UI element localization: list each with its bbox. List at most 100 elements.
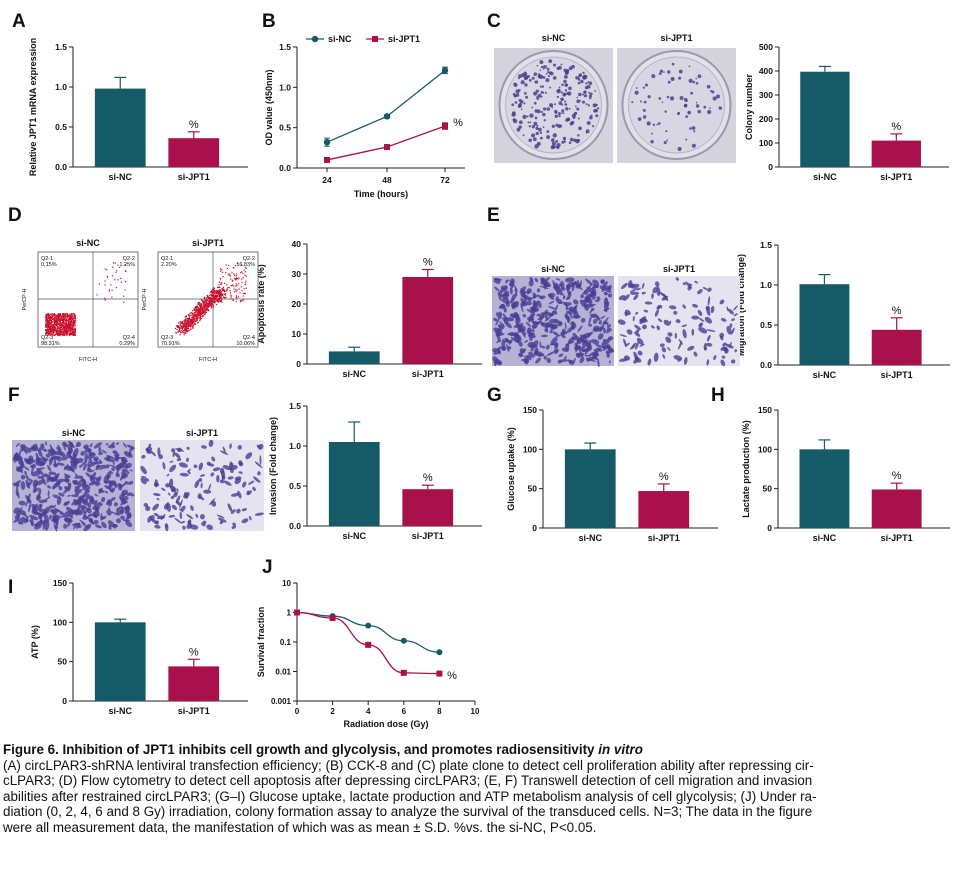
stained-cell <box>97 501 103 507</box>
flow-event <box>192 327 194 329</box>
flow-event <box>228 274 230 277</box>
flow-event <box>48 317 50 319</box>
stained-cell <box>176 447 182 452</box>
flow-event <box>213 288 216 290</box>
flow-event <box>203 313 205 315</box>
flow-event <box>217 295 219 297</box>
colony-dot <box>706 84 711 89</box>
flow-event <box>192 323 194 325</box>
stained-cell <box>150 518 159 525</box>
stained-cell <box>47 449 54 457</box>
significance-mark-H: % <box>892 470 902 482</box>
flow-event <box>201 299 203 301</box>
y-tick-label-E: 0.0 <box>760 360 772 370</box>
flow-event <box>106 276 108 278</box>
stained-cell <box>208 439 214 447</box>
flow-event <box>208 296 210 298</box>
y-tick-label-A: 0.0 <box>55 162 67 172</box>
flow-event <box>71 324 73 326</box>
stained-cell <box>25 459 36 464</box>
flow-event <box>199 315 201 317</box>
flow-event <box>124 289 126 291</box>
stained-cell <box>545 344 550 350</box>
stained-cell <box>85 493 91 501</box>
bar-si-JPT1-G <box>638 491 690 528</box>
flow-event <box>53 326 55 328</box>
flow-event <box>60 326 63 328</box>
flow-event <box>199 304 201 307</box>
stained-cell <box>597 358 600 368</box>
stained-cell <box>170 495 175 500</box>
stained-cell <box>579 336 585 342</box>
flow-event <box>201 307 203 310</box>
stained-cell <box>105 442 109 446</box>
flow-event <box>182 330 184 332</box>
stained-cell <box>629 291 640 295</box>
flow-event <box>61 318 63 321</box>
flow-event <box>49 320 51 322</box>
flow-event <box>218 286 220 288</box>
flow-event <box>191 320 193 322</box>
flow-event <box>67 314 70 316</box>
stained-cell <box>661 347 667 353</box>
flow-event <box>197 309 200 311</box>
flow-event <box>198 304 201 306</box>
stained-cell <box>574 315 579 319</box>
flow-event <box>192 326 194 329</box>
colony-dot <box>558 86 561 89</box>
stained-cell <box>506 344 510 352</box>
y-tick-label-G: 150 <box>523 405 537 415</box>
stained-cell <box>43 448 47 452</box>
flow-event <box>179 334 181 336</box>
flow-event <box>241 264 243 266</box>
photo-label-C-si-JPT1: si-JPT1 <box>660 33 692 43</box>
flow-event <box>203 296 206 299</box>
colony-dot <box>534 80 539 84</box>
colony-dot <box>528 78 532 82</box>
flow-event <box>177 325 180 327</box>
stained-cell <box>509 287 513 295</box>
flow-event <box>56 332 58 334</box>
stained-cell <box>219 450 229 455</box>
stained-cell <box>705 342 713 347</box>
flow-event <box>210 298 212 300</box>
flow-event <box>222 275 224 278</box>
flow-event <box>48 332 50 334</box>
flow-event <box>213 300 215 302</box>
colony-dot <box>582 71 585 75</box>
flow-event <box>70 323 72 326</box>
panel-label-D: D <box>8 205 22 226</box>
stained-cell <box>518 341 523 347</box>
y-tick-label-C: 500 <box>759 42 773 52</box>
flow-event <box>179 329 181 331</box>
colony-dot <box>542 91 545 94</box>
colony-dot <box>527 121 530 124</box>
flow-event <box>51 318 53 321</box>
stained-cell <box>637 350 643 356</box>
flow-event <box>55 319 57 321</box>
flow-event <box>46 319 48 321</box>
flow-event <box>207 303 209 306</box>
stained-cell <box>513 324 523 328</box>
flow-event <box>111 275 114 277</box>
stained-cell <box>169 464 177 473</box>
flow-event <box>178 328 180 330</box>
flow-event <box>196 318 199 320</box>
colony-dot <box>657 122 661 125</box>
flow-event <box>64 317 66 319</box>
colony-dot <box>542 126 545 128</box>
stained-cell <box>539 345 546 349</box>
stained-cell <box>73 461 78 470</box>
flow-event <box>211 294 213 296</box>
flow-event <box>73 321 76 323</box>
colony-dot <box>563 79 567 84</box>
flow-event <box>57 316 59 319</box>
flow-event <box>201 315 203 317</box>
stained-cell <box>15 486 19 496</box>
flow-event <box>47 323 50 325</box>
flow-event <box>220 294 222 296</box>
x-tick-label-J: 10 <box>471 707 480 716</box>
flow-event <box>217 297 219 300</box>
stained-cell <box>232 522 236 527</box>
